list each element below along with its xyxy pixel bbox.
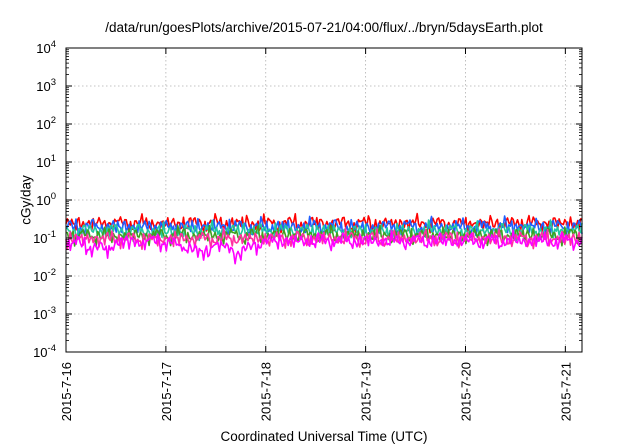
x-axis-label: Coordinated Universal Time (UTC) (220, 429, 428, 444)
grid-lines (66, 48, 582, 352)
series-group (65, 212, 583, 265)
series-line-4 (65, 227, 583, 251)
chart-title: /data/run/goesPlots/archive/2015-07-21/0… (105, 20, 543, 35)
series-line-5 (65, 229, 583, 265)
x-tick-label: 2015-7-19 (359, 362, 374, 421)
x-tick-label: 2015-7-21 (558, 362, 573, 421)
x-tick-labels: 2015-7-16 2015-7-17 2015-7-18 2015-7-19 2015… (59, 362, 573, 421)
x-tick-label: 2015-7-17 (159, 362, 174, 421)
x-tick-label: 2015-7-20 (458, 362, 473, 421)
y-tick-label: 10-4 (33, 343, 56, 360)
y-tick-labels: 10-4 10-3 10-2 10-1 100 101 102 103 104 (33, 39, 56, 360)
y-tick-label: 101 (36, 153, 56, 170)
y-tick-label: 103 (36, 77, 56, 94)
y-tick-label: 102 (36, 115, 56, 132)
ticks (65, 47, 582, 353)
y-tick-label: 10-3 (33, 305, 56, 322)
y-tick-label: 104 (36, 39, 56, 56)
y-tick-label: 10-2 (33, 267, 56, 284)
series-line-2 (65, 219, 583, 243)
x-tick-label: 2015-7-16 (59, 362, 74, 421)
y-tick-label: 10-1 (33, 229, 56, 246)
y-tick-label: 100 (36, 191, 56, 208)
x-tick-label: 2015-7-18 (259, 362, 274, 421)
